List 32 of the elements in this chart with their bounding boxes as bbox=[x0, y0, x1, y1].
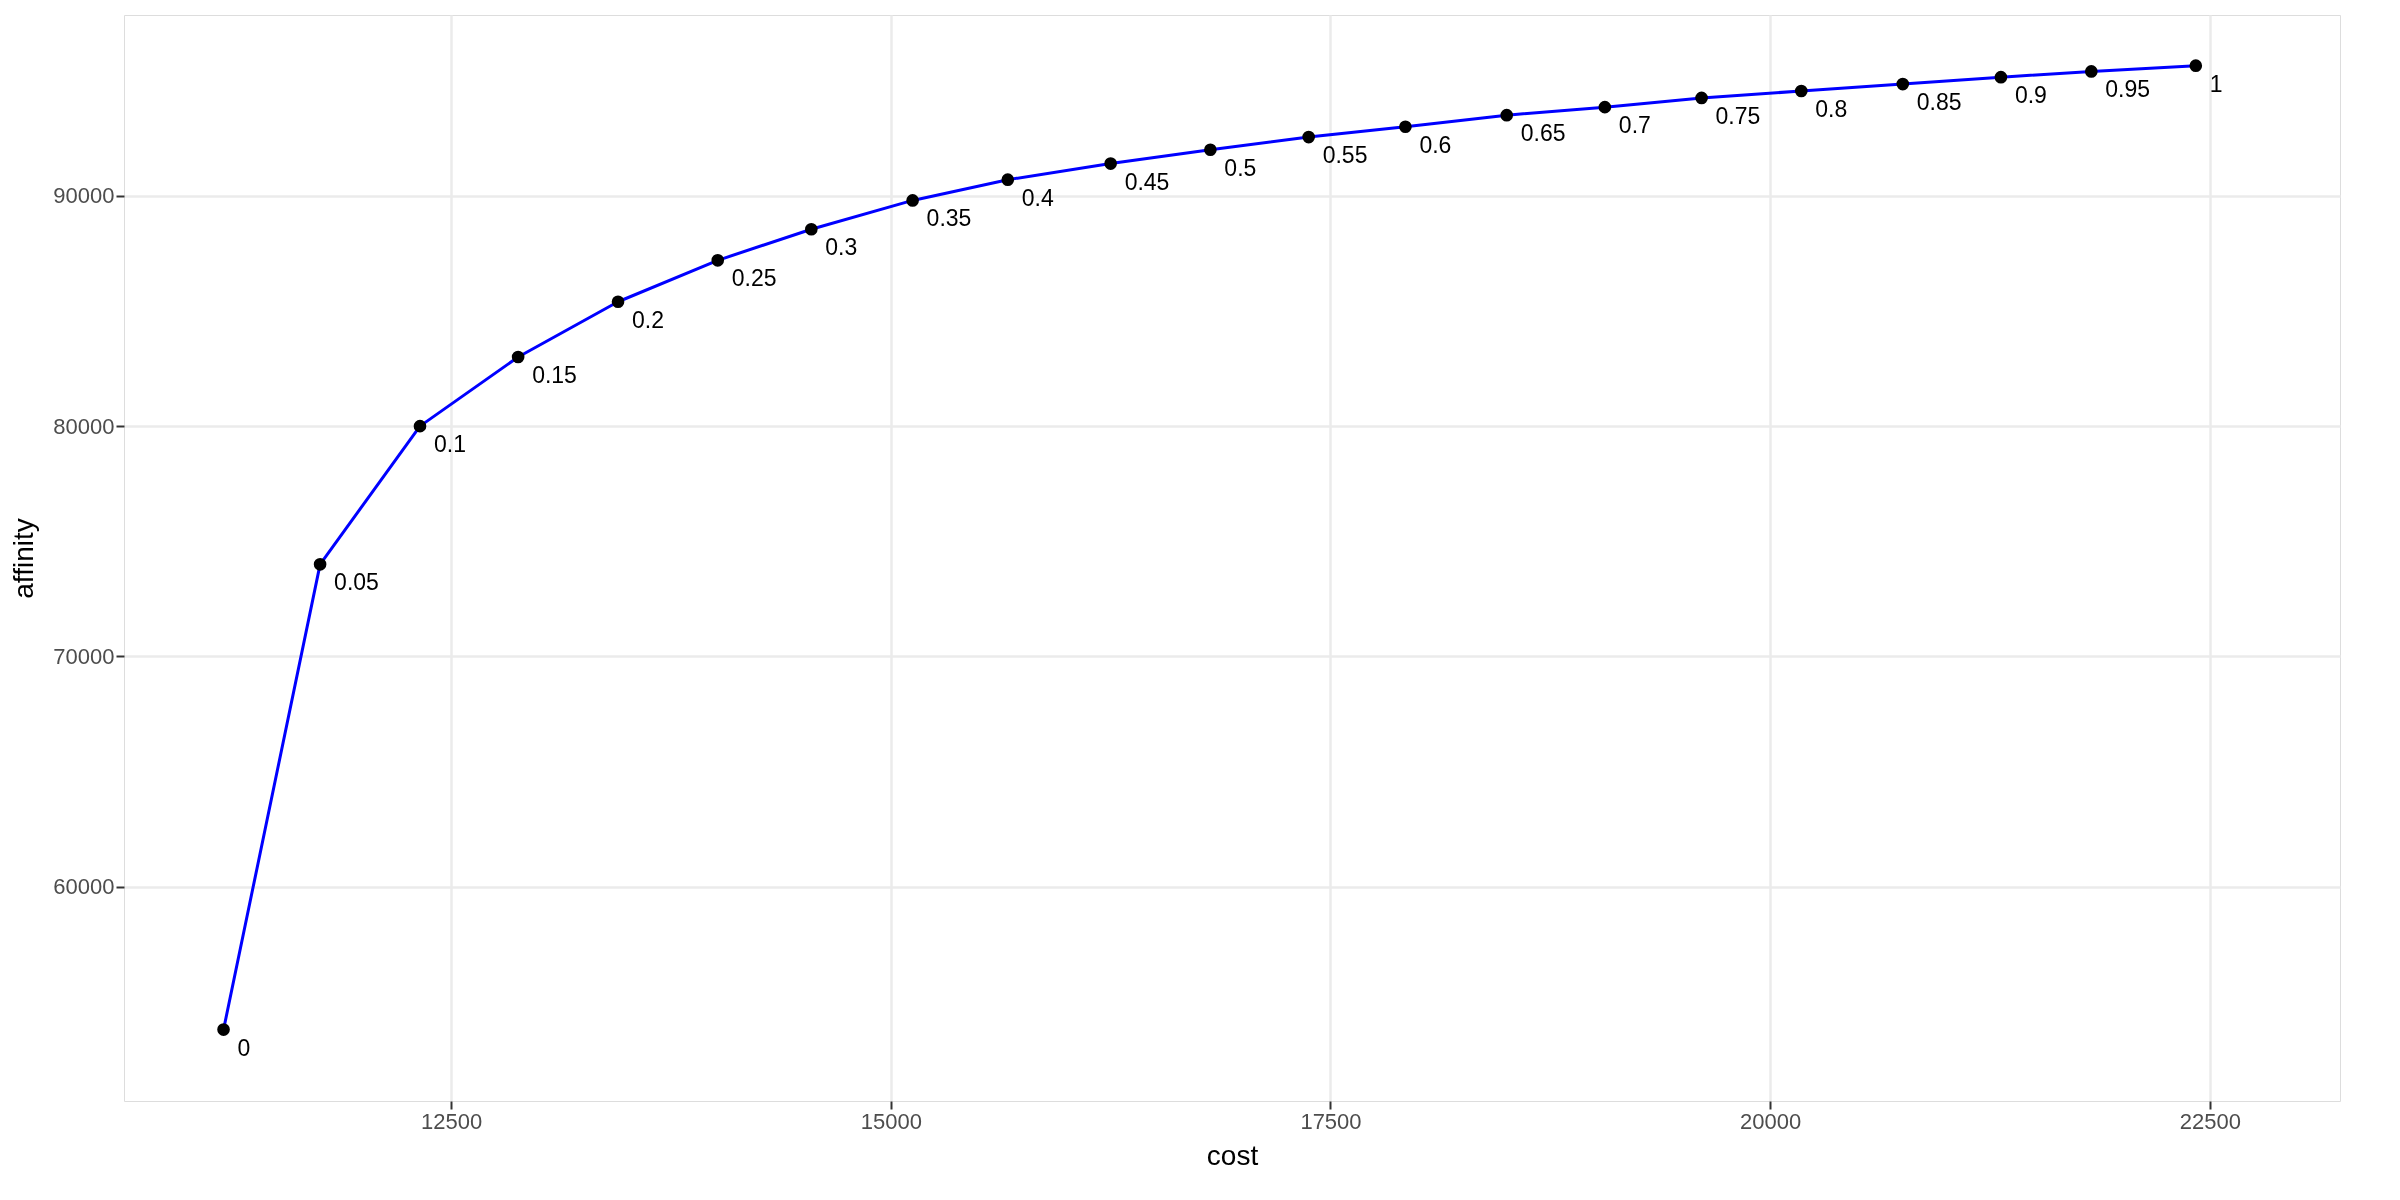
y-axis-title: affinity bbox=[8, 518, 40, 599]
y-tick-label: 80000 bbox=[53, 413, 115, 439]
x-tick-label: 12500 bbox=[421, 1108, 483, 1134]
x-tick-label: 15000 bbox=[860, 1108, 922, 1134]
annotation: 0.45 bbox=[1124, 168, 1170, 195]
x-tick-label: 22500 bbox=[2179, 1108, 2241, 1134]
annotation: 0.25 bbox=[731, 265, 777, 292]
annotation: 0.55 bbox=[1322, 142, 1368, 169]
y-tick-label: 70000 bbox=[53, 643, 115, 669]
annotation: 0.4 bbox=[1021, 184, 1054, 211]
annotation: 0.15 bbox=[532, 362, 577, 389]
annotation: 0 bbox=[237, 1034, 251, 1061]
annotation: 0.3 bbox=[825, 234, 858, 261]
annotation: 0.95 bbox=[2105, 76, 2151, 103]
annotation: 0.85 bbox=[1916, 89, 1962, 116]
annotation: 0.2 bbox=[632, 306, 665, 333]
annotation: 0.35 bbox=[926, 205, 972, 232]
annotation: 0.7 bbox=[1618, 112, 1651, 139]
y-tick-label: 90000 bbox=[53, 183, 115, 209]
annotation: 0.5 bbox=[1224, 154, 1257, 181]
annotation: 0.1 bbox=[433, 431, 466, 458]
annotation: 0.9 bbox=[2014, 82, 2047, 109]
annotation: 0.8 bbox=[1815, 96, 1848, 123]
x-tick-label: 17500 bbox=[1300, 1108, 1362, 1134]
x-tick-label: 20000 bbox=[1740, 1108, 1802, 1134]
x-axis-title: cost bbox=[1206, 1139, 1259, 1171]
annotation: 0.65 bbox=[1520, 120, 1566, 147]
annotation: 0.05 bbox=[334, 569, 379, 596]
annotation: 1 bbox=[2209, 70, 2223, 97]
annotation: 0.6 bbox=[1419, 131, 1452, 158]
annotation: 0.75 bbox=[1715, 102, 1761, 129]
y-tick-label: 60000 bbox=[53, 874, 115, 900]
